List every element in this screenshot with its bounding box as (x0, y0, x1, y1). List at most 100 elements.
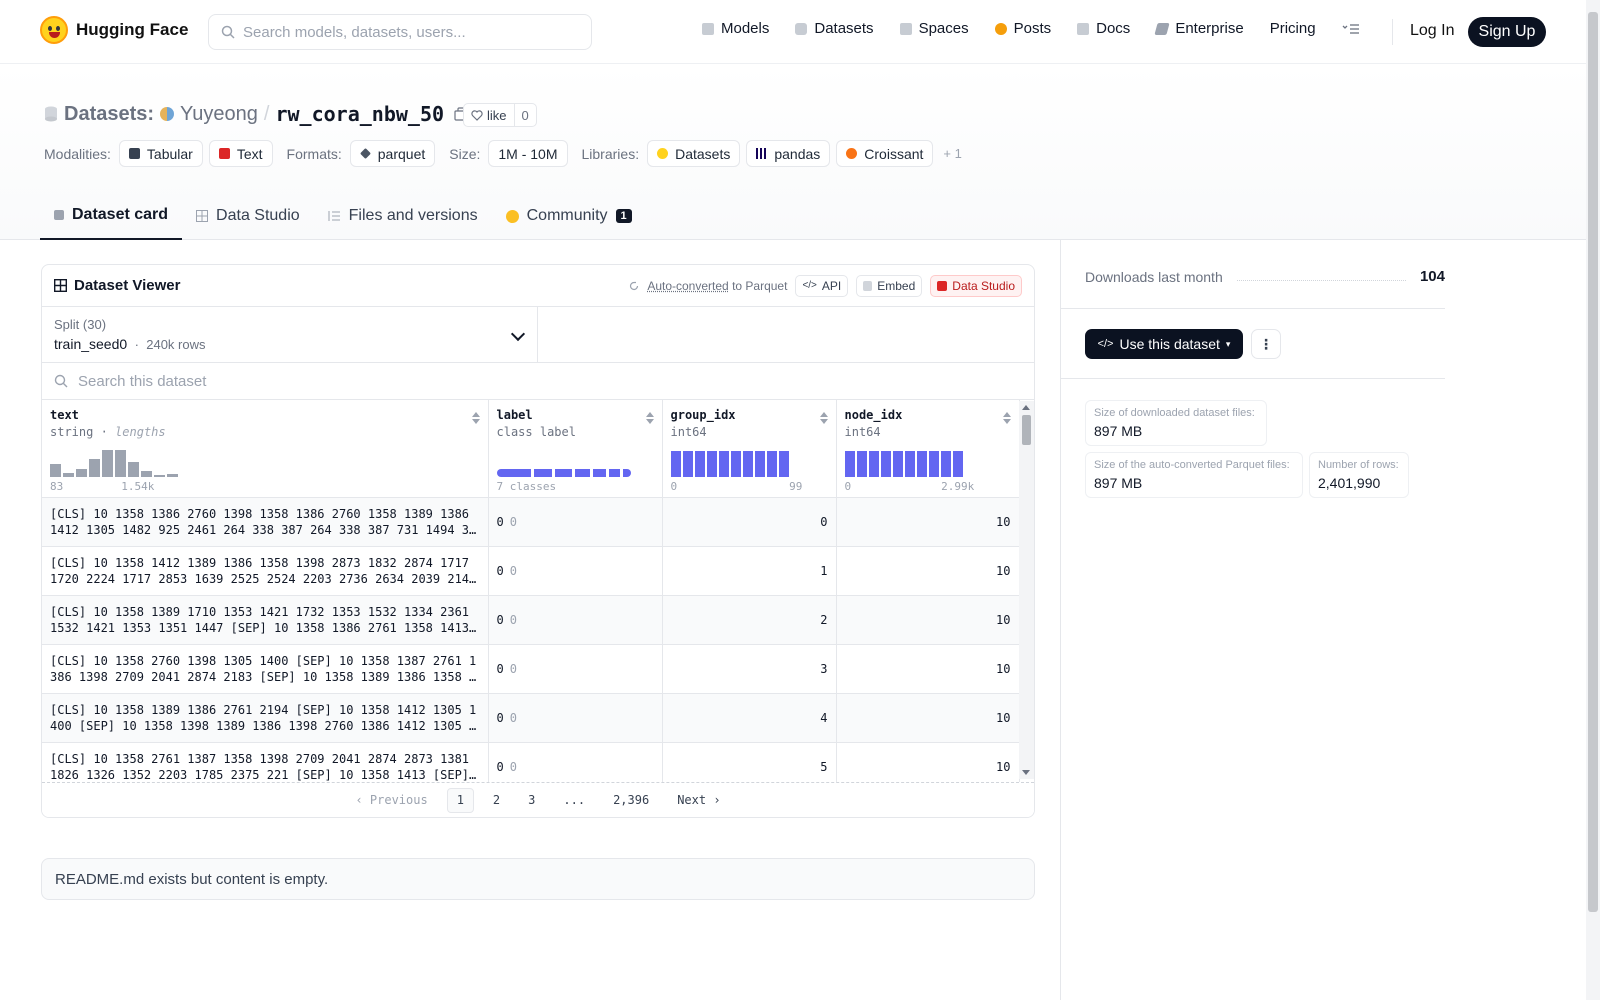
signup-button[interactable]: Sign Up (1468, 17, 1546, 47)
tab-dataset-card[interactable]: Dataset card (40, 192, 183, 240)
library-croissant-chip[interactable]: Croissant (836, 140, 934, 167)
api-button[interactable]: </> API (795, 274, 849, 297)
table-row[interactable]: [CLS] 10 1358 1389 1710 1353 1421 1732 1… (42, 595, 1020, 645)
page-1-button[interactable]: 1 (446, 787, 474, 813)
dataset-search-input[interactable] (78, 372, 478, 390)
cell-node-idx[interactable]: 10 (836, 644, 1020, 694)
tab-community[interactable]: Community 1 (492, 192, 646, 240)
auto-converted-link[interactable]: Auto-converted (647, 278, 729, 293)
nav-spaces[interactable]: Spaces (899, 20, 969, 37)
search-icon (54, 374, 68, 388)
modality-text-chip[interactable]: Text (208, 140, 273, 167)
nav-datasets[interactable]: Datasets (795, 20, 874, 37)
grid-icon (899, 22, 912, 35)
repo-owner[interactable]: Yuyeong (180, 102, 258, 125)
table-row[interactable]: [CLS] 10 1358 1389 1386 2761 2194 [SEP] … (42, 693, 1020, 743)
column-header-label[interactable]: label class label 7 classes (488, 400, 663, 498)
nav-enterprise[interactable]: Enterprise (1154, 20, 1244, 37)
group-idx-histogram (670, 449, 789, 477)
scroll-down-arrow[interactable] (1022, 770, 1030, 775)
code-icon: </> (802, 280, 817, 291)
cube-icon (702, 22, 714, 35)
split-rows: 240k rows (146, 337, 206, 352)
heart-icon (471, 109, 483, 121)
cell-text[interactable]: [CLS] 10 1358 1389 1386 2761 2194 [SEP] … (42, 693, 489, 743)
chevron-right-icon: › (706, 793, 721, 807)
page-scrollbar[interactable] (1586, 0, 1600, 1000)
more-options-button[interactable]: ⋮ (1251, 329, 1281, 359)
page-scroll-thumb[interactable] (1588, 12, 1598, 912)
viewer-header: Dataset Viewer Auto-converted to Parquet… (42, 265, 1034, 307)
tab-data-studio[interactable]: Data Studio (182, 192, 314, 240)
size-chip[interactable]: 1M - 10M (488, 140, 568, 167)
histogram-range: 0 99 (670, 479, 803, 493)
format-parquet-chip[interactable]: parquet (349, 140, 436, 167)
cell-text[interactable]: [CLS] 10 1358 1412 1389 1386 1358 1398 2… (42, 546, 489, 596)
cell-node-idx[interactable]: 10 (836, 595, 1020, 645)
nav-more-menu[interactable] (1342, 23, 1360, 35)
nav-posts[interactable]: Posts (994, 20, 1051, 37)
scroll-up-arrow[interactable] (1022, 405, 1030, 410)
tab-files-and-versions[interactable]: Files and versions (314, 192, 492, 240)
column-header-group-idx[interactable]: group_idx int64 0 99 (662, 400, 837, 498)
embed-button[interactable]: Embed (856, 274, 923, 297)
repo-category[interactable]: Datasets: (64, 102, 155, 125)
parquet-icon (359, 148, 371, 159)
cell-group-idx[interactable]: 3 (662, 644, 837, 694)
cell-node-idx[interactable]: 10 (836, 693, 1020, 743)
cell-group-idx[interactable]: 0 (662, 497, 837, 547)
code-icon: </> (1097, 338, 1114, 350)
cell-group-idx[interactable]: 2 (662, 595, 837, 645)
nav-pricing[interactable]: Pricing (1269, 20, 1316, 37)
global-search-input[interactable] (243, 23, 573, 41)
library-datasets-chip[interactable]: Datasets (647, 140, 741, 167)
table-scrollbar[interactable] (1019, 401, 1034, 779)
column-header-text[interactable]: text string · lengths 83 1.54k (42, 400, 489, 498)
brand-logo[interactable]: Hugging Face (40, 16, 188, 44)
like-button[interactable]: like 0 (463, 103, 537, 127)
table-row[interactable]: [CLS] 10 1358 1412 1389 1386 1358 1398 2… (42, 546, 1020, 596)
histogram-bar (892, 450, 903, 477)
column-header-node-idx[interactable]: node_idx int64 0 2.99k (836, 400, 1020, 498)
cell-group-idx[interactable]: 1 (662, 546, 837, 596)
cell-text[interactable]: [CLS] 10 1358 1389 1710 1353 1421 1732 1… (42, 595, 489, 645)
nav-docs[interactable]: Docs (1077, 20, 1130, 37)
cell-node-idx[interactable]: 10 (836, 497, 1020, 547)
histogram-bar (778, 450, 789, 477)
previous-page-button[interactable]: ‹ Previous (355, 793, 428, 807)
global-search[interactable] (208, 14, 592, 50)
cell-node-idx[interactable]: 10 (836, 546, 1020, 596)
class-segment (622, 468, 631, 477)
nav-models[interactable]: Models (702, 20, 769, 37)
cell-group-idx[interactable]: 4 (662, 693, 837, 743)
histogram-range: 83 1.54k (50, 479, 155, 493)
table-icon (937, 280, 948, 291)
split-selector[interactable]: Split (30) train_seed0 · 240k rows (42, 307, 538, 362)
scroll-thumb[interactable] (1022, 415, 1031, 445)
cell-text[interactable]: [CLS] 10 1358 2760 1398 1305 1400 [SEP] … (42, 644, 489, 694)
login-link[interactable]: Log In (1410, 22, 1455, 39)
repo-name[interactable]: rw_cora_nbw_50 (275, 102, 445, 126)
data-studio-button[interactable]: Data Studio (930, 274, 1022, 297)
library-pandas-chip[interactable]: pandas (746, 140, 831, 167)
split-label: Split (30) (54, 317, 107, 332)
next-page-button[interactable]: Next › (677, 793, 721, 807)
page-2-button[interactable]: 2 (492, 793, 501, 807)
table-row[interactable]: [CLS] 10 1358 1386 2760 1398 1358 1386 2… (42, 497, 1020, 547)
pandas-icon (756, 148, 768, 159)
dataset-search[interactable] (42, 363, 1034, 400)
page-3-button[interactable]: 3 (528, 793, 536, 807)
cell-text[interactable]: [CLS] 10 1358 1386 2760 1398 1358 1386 2… (42, 497, 489, 547)
modality-tabular-chip[interactable]: Tabular (118, 140, 203, 167)
table-row[interactable]: [CLS] 10 1358 2760 1398 1305 1400 [SEP] … (42, 644, 1020, 694)
sidebar-divider (1061, 308, 1445, 309)
last-page-button[interactable]: 2,396 (613, 793, 650, 807)
histogram-bar (718, 450, 729, 477)
more-libraries[interactable]: + 1 (943, 146, 962, 161)
use-this-dataset-button[interactable]: </> Use this dataset ▾ (1085, 329, 1243, 359)
